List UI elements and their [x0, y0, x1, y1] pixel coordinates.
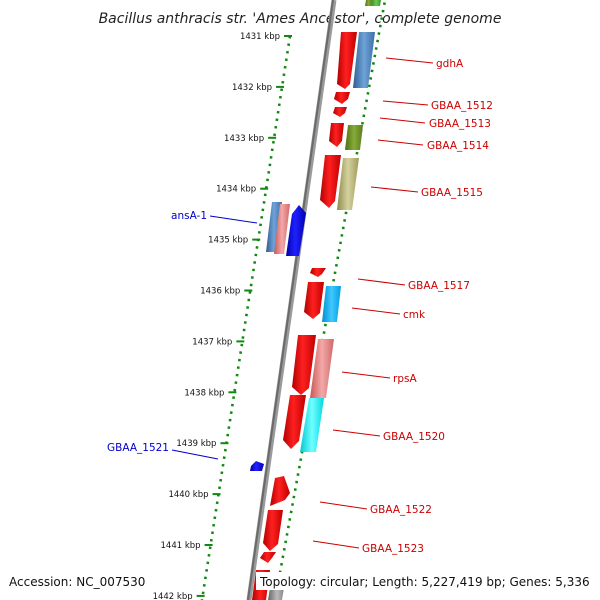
- footer-summary: Topology: circular; Length: 5,227,419 bp…: [259, 575, 590, 589]
- kbp-tick-label: 1435 kbp: [208, 236, 248, 246]
- cds-GBAA_1517: [310, 268, 326, 277]
- footer-right-bg: [256, 572, 596, 590]
- kbp-tick-label: 1437 kbp: [192, 337, 232, 347]
- map-title: Bacillus anthracis str. 'Ames Ancestor',…: [99, 11, 502, 27]
- reverse-gene-labels: ansA-1 GBAA_1521: [107, 210, 207, 454]
- cog-block-ansA-pink: [274, 204, 290, 254]
- reverse-cds-features: [250, 202, 306, 471]
- cds-GBAA_1520: [283, 395, 306, 449]
- cds-GBAA_1522-b: [263, 510, 283, 551]
- kbp-ticks: 1431 kbp 1432 kbp 1433 kbp 1434 kbp 1435 kbp…: [153, 32, 292, 600]
- gene-label-GBAA_1512[interactable]: GBAA_1512: [431, 100, 493, 112]
- cog-block-1515: [337, 158, 359, 210]
- gene-label-GBAA_1520[interactable]: GBAA_1520: [383, 431, 445, 443]
- cds-rpsA: [292, 335, 316, 395]
- kbp-tick-label: 1442 kbp: [153, 592, 193, 600]
- kbp-tick-label: 1441 kbp: [161, 541, 201, 551]
- gene-label-GBAA_1523[interactable]: GBAA_1523: [362, 543, 424, 555]
- kbp-tick-label: 1440 kbp: [168, 490, 208, 500]
- cog-block-ansA-steel: [266, 202, 282, 252]
- cog-block-top-olive: [365, 0, 372, 6]
- gene-label-gdhA[interactable]: gdhA: [436, 58, 464, 70]
- cds-GBAA_1522-a: [270, 476, 290, 506]
- label-leaders: [312, 57, 434, 549]
- gene-label-GBAA_1522[interactable]: GBAA_1522: [370, 504, 432, 516]
- cog-block-top-green: [371, 0, 381, 6]
- gene-label-GBAA_1517[interactable]: GBAA_1517: [408, 280, 470, 292]
- cds-cmk: [304, 282, 324, 319]
- genome-backbone-shade: [247, 0, 334, 600]
- footer-accession: Accession: NC_007530: [9, 575, 145, 589]
- cog-block-cmk: [322, 286, 341, 322]
- label-leaders-reverse: [171, 215, 258, 460]
- footer-left-bg: [4, 572, 150, 590]
- gene-label-ansA-1[interactable]: ansA-1: [171, 210, 207, 222]
- gene-label-GBAA_1514[interactable]: GBAA_1514: [427, 140, 489, 152]
- cds-GBAA_1514: [329, 123, 344, 147]
- cds-GBAA_1523: [260, 552, 276, 563]
- kbp-tick-label: 1432 kbp: [232, 83, 272, 93]
- cog-block-1520: [300, 398, 324, 452]
- kbp-tick-label: 1438 kbp: [184, 388, 224, 398]
- kbp-tick-label: 1434 kbp: [216, 185, 256, 195]
- gene-label-rpsA[interactable]: rpsA: [393, 373, 417, 385]
- gene-label-GBAA_1515[interactable]: GBAA_1515: [421, 187, 483, 199]
- cds-GBAA_1521: [250, 461, 264, 471]
- forward-cds-features: [252, 32, 357, 600]
- kbp-tick-label: 1431 kbp: [240, 32, 280, 42]
- cog-blocks: [268, 0, 381, 600]
- kbp-tick-label: 1436 kbp: [200, 287, 240, 297]
- cds-GBAA_1512: [334, 92, 350, 104]
- cds-GBAA_1515: [320, 155, 341, 208]
- gene-label-GBAA_1513[interactable]: GBAA_1513: [429, 118, 491, 130]
- forward-gene-labels: gdhA GBAA_1512 GBAA_1513 GBAA_1514 GBAA_…: [362, 58, 493, 555]
- gene-label-cmk[interactable]: cmk: [403, 309, 426, 321]
- cds-GBAA_1513: [333, 107, 347, 117]
- cds-gdhA: [337, 32, 357, 89]
- cog-block-1514: [345, 125, 363, 150]
- kbp-tick-label: 1433 kbp: [224, 134, 264, 144]
- cds-ansA-1: [286, 205, 306, 256]
- kbp-tick-label: 1439 kbp: [176, 439, 216, 449]
- gene-label-GBAA_1521[interactable]: GBAA_1521: [107, 442, 169, 454]
- cog-block-rpsA: [310, 339, 334, 398]
- cog-block-gdhA: [353, 32, 375, 88]
